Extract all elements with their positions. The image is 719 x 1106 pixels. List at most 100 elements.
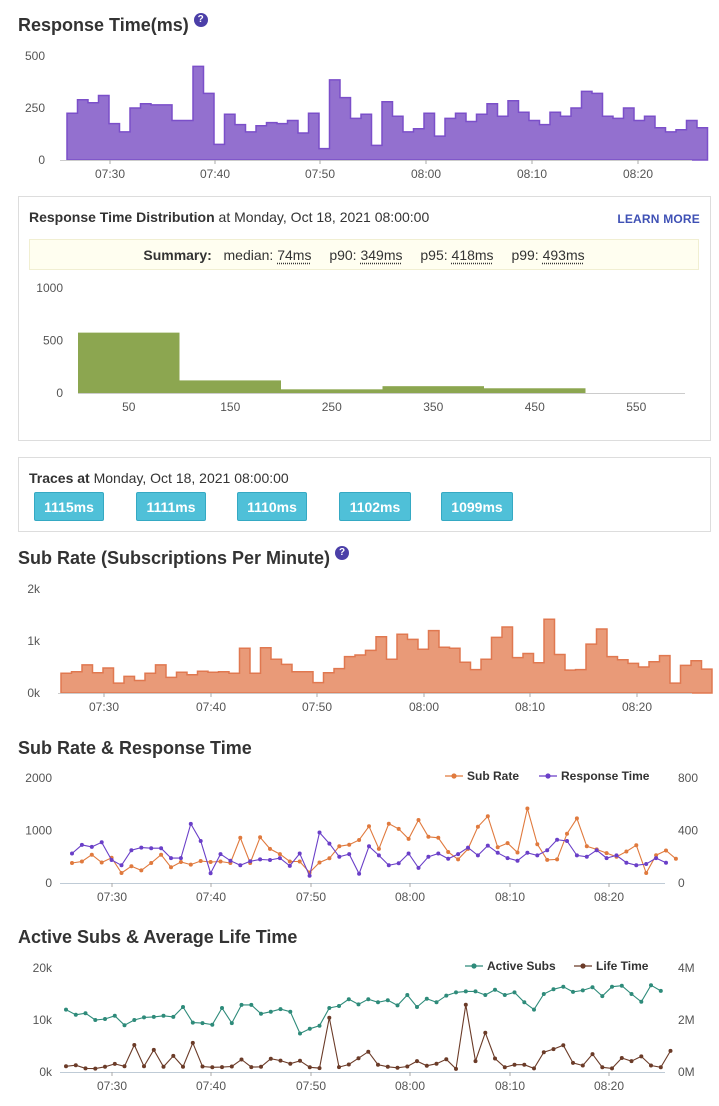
data-point xyxy=(574,816,579,821)
learn-more-link[interactable]: LEARN MORE xyxy=(617,212,700,226)
help-icon[interactable]: ? xyxy=(193,13,208,27)
y-tick-label: 500 xyxy=(43,334,63,348)
data-point xyxy=(565,831,569,836)
data-point xyxy=(188,821,193,826)
data-point xyxy=(178,860,183,864)
data-point xyxy=(395,1065,400,1070)
data-point xyxy=(357,871,362,876)
data-point xyxy=(278,1058,283,1063)
data-point xyxy=(287,859,292,864)
data-point xyxy=(73,1012,78,1017)
data-point xyxy=(200,1064,205,1069)
data-point xyxy=(268,1056,273,1061)
x-tick-label: 550 xyxy=(626,400,646,414)
data-point xyxy=(103,1017,107,1021)
data-point xyxy=(555,857,560,862)
data-point xyxy=(551,1047,556,1052)
data-point xyxy=(522,1000,527,1005)
data-point xyxy=(367,844,371,849)
data-point xyxy=(83,1011,88,1016)
data-point xyxy=(619,1056,624,1060)
data-point xyxy=(463,989,468,994)
data-point xyxy=(495,850,500,855)
data-point xyxy=(515,858,520,863)
data-point xyxy=(483,1030,488,1035)
data-point xyxy=(132,1018,137,1022)
data-point xyxy=(493,1056,497,1061)
p90-value[interactable]: 349ms xyxy=(360,247,403,263)
legend-swatch-dot xyxy=(471,963,477,969)
data-point xyxy=(122,1064,127,1069)
data-point xyxy=(396,826,401,831)
data-point xyxy=(463,1002,468,1007)
data-point xyxy=(532,1066,536,1071)
data-point xyxy=(535,842,540,847)
y-tick-label: 1k xyxy=(27,634,41,648)
y-tick-label: 0 xyxy=(56,386,63,400)
data-point xyxy=(112,1013,117,1018)
trace-button[interactable]: 1110ms xyxy=(237,492,307,521)
data-point xyxy=(159,852,164,857)
data-point xyxy=(436,851,441,856)
x-tick-label: 350 xyxy=(423,400,443,414)
data-point xyxy=(70,861,74,865)
data-point xyxy=(629,1059,634,1064)
data-point xyxy=(664,860,668,865)
x-tick-label: 08:10 xyxy=(495,890,525,904)
data-point xyxy=(466,845,470,850)
data-point xyxy=(502,993,507,997)
x-tick-label: 08:10 xyxy=(495,1079,525,1093)
data-point xyxy=(99,840,104,845)
trace-button[interactable]: 1099ms xyxy=(441,492,513,521)
data-point xyxy=(446,850,451,854)
data-point xyxy=(545,848,550,853)
x-tick-label: 08:20 xyxy=(623,167,653,181)
data-point xyxy=(594,848,599,853)
data-point xyxy=(446,856,451,861)
traces-panel: Traces at Monday, Oct 18, 2021 08:00:00 … xyxy=(18,457,711,532)
data-point xyxy=(406,851,411,856)
data-point xyxy=(356,1002,361,1007)
data-point xyxy=(571,1060,575,1065)
data-point xyxy=(171,1053,176,1058)
p99-value[interactable]: 493ms xyxy=(542,247,585,263)
x-tick-label: 08:00 xyxy=(411,167,441,181)
median-value[interactable]: 74ms xyxy=(277,247,312,263)
data-point xyxy=(580,988,585,993)
traces-at-text: Monday, Oct 18, 2021 08:00:00 xyxy=(89,470,289,486)
y-tick-label: 2k xyxy=(27,582,41,596)
x-tick-label: 07:40 xyxy=(200,167,230,181)
response-time-title-text: Response Time(ms) xyxy=(18,15,189,35)
data-point xyxy=(307,1065,312,1070)
data-point xyxy=(515,850,520,855)
data-point xyxy=(396,861,401,866)
x-tick-label: 07:40 xyxy=(196,890,226,904)
data-point xyxy=(386,821,391,826)
data-point xyxy=(395,1003,400,1008)
trace-button[interactable]: 1102ms xyxy=(339,492,411,521)
x-tick-label: 08:00 xyxy=(409,700,439,714)
p95-value[interactable]: 418ms xyxy=(451,247,494,263)
p99-label: p99: xyxy=(511,247,539,263)
data-point xyxy=(249,1002,254,1007)
x-tick-label: 07:50 xyxy=(296,1079,326,1093)
data-point xyxy=(327,841,332,846)
trace-button[interactable]: 1111ms xyxy=(136,492,206,521)
trace-button[interactable]: 1115ms xyxy=(34,492,104,521)
data-point xyxy=(604,851,609,856)
x-tick-label: 07:40 xyxy=(196,1079,226,1093)
distribution-title-label: Response Time Distribution xyxy=(29,209,215,225)
data-point xyxy=(541,1050,546,1055)
data-point xyxy=(654,853,659,858)
data-point xyxy=(346,1062,351,1067)
help-icon[interactable]: ? xyxy=(335,546,350,560)
data-point xyxy=(512,1062,517,1067)
y-left-tick-label: 20k xyxy=(33,961,53,975)
data-point xyxy=(485,843,490,848)
data-point xyxy=(248,859,253,864)
p90-label: p90: xyxy=(329,247,357,263)
y-left-tick-label: 10k xyxy=(33,1013,53,1027)
legend-label: Life Time xyxy=(596,959,649,973)
data-point xyxy=(161,1013,166,1018)
data-point xyxy=(129,848,134,853)
